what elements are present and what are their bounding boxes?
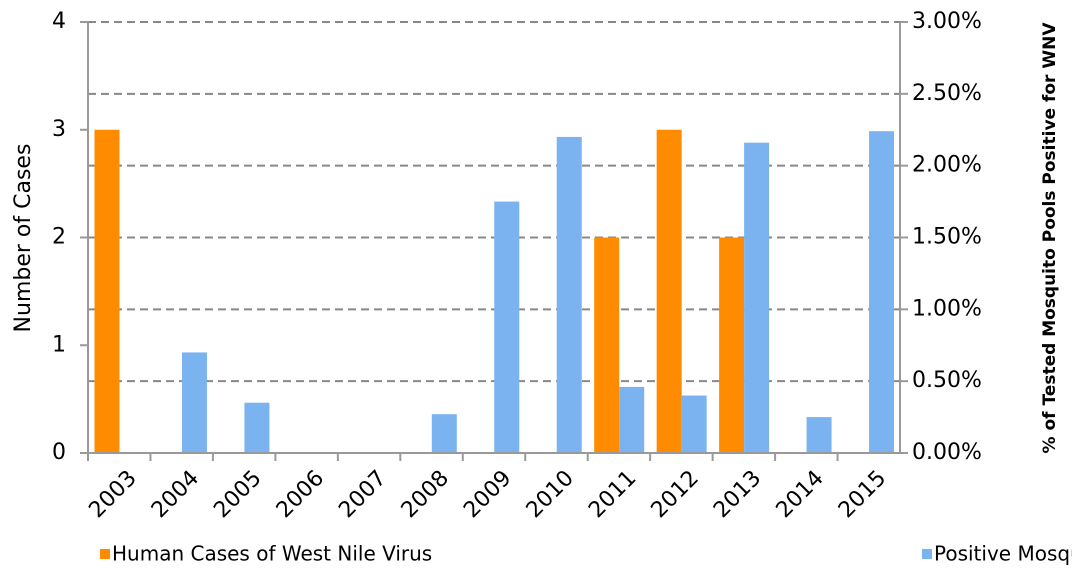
y-tick-label: 1 [52, 332, 66, 357]
legend-label: Positive Mosquito Pools [934, 542, 1072, 566]
x-tick-label: 2006 [272, 466, 329, 523]
y2-tick-label: 3.00% [912, 9, 982, 34]
bar [656, 129, 682, 453]
x-tick-label: 2008 [397, 466, 454, 523]
x-tick-label: 2011 [584, 466, 641, 523]
legend-swatch [100, 549, 110, 559]
y2-tick-label: 0.00% [912, 440, 982, 465]
bar [244, 402, 270, 453]
bar [594, 237, 620, 453]
bar [181, 352, 207, 453]
bar [431, 414, 457, 453]
bar [719, 237, 745, 453]
x-tick-label: 2014 [772, 466, 829, 523]
bar [806, 417, 832, 453]
y-tick-label: 4 [52, 9, 66, 34]
legend-label: Human Cases of West Nile Virus [112, 542, 432, 566]
y-tick-label: 2 [52, 225, 66, 250]
bar [619, 386, 645, 453]
y-tick-label: 3 [52, 117, 66, 142]
bar [556, 136, 582, 453]
y2-tick-label: 2.50% [912, 81, 982, 106]
x-tick-label: 2007 [334, 466, 391, 523]
x-tick-label: 2010 [522, 466, 579, 523]
y2-tick-label: 2.00% [912, 153, 982, 178]
x-tick-label: 2015 [834, 466, 891, 523]
x-tick-label: 2009 [459, 466, 516, 523]
x-tick-label: 2012 [647, 466, 704, 523]
y2-tick-label: 0.50% [912, 368, 982, 393]
bar [681, 395, 707, 453]
x-tick-label: 2005 [209, 466, 266, 523]
bar [94, 129, 120, 453]
x-tick-label: 2003 [84, 466, 141, 523]
bar [869, 131, 895, 454]
y2-axis-title: % of Tested Mosquito Pools Positive for … [1040, 22, 1060, 454]
y2-tick-label: 1.00% [912, 296, 982, 321]
y-axis-title: Number of Cases [11, 144, 36, 333]
x-tick-label: 2013 [709, 466, 766, 523]
y-tick-label: 0 [52, 440, 66, 465]
legend-swatch [922, 549, 932, 559]
x-tick-label: 2004 [147, 466, 204, 523]
y2-tick-label: 1.50% [912, 225, 982, 250]
bar [494, 201, 520, 453]
bar [744, 142, 770, 453]
